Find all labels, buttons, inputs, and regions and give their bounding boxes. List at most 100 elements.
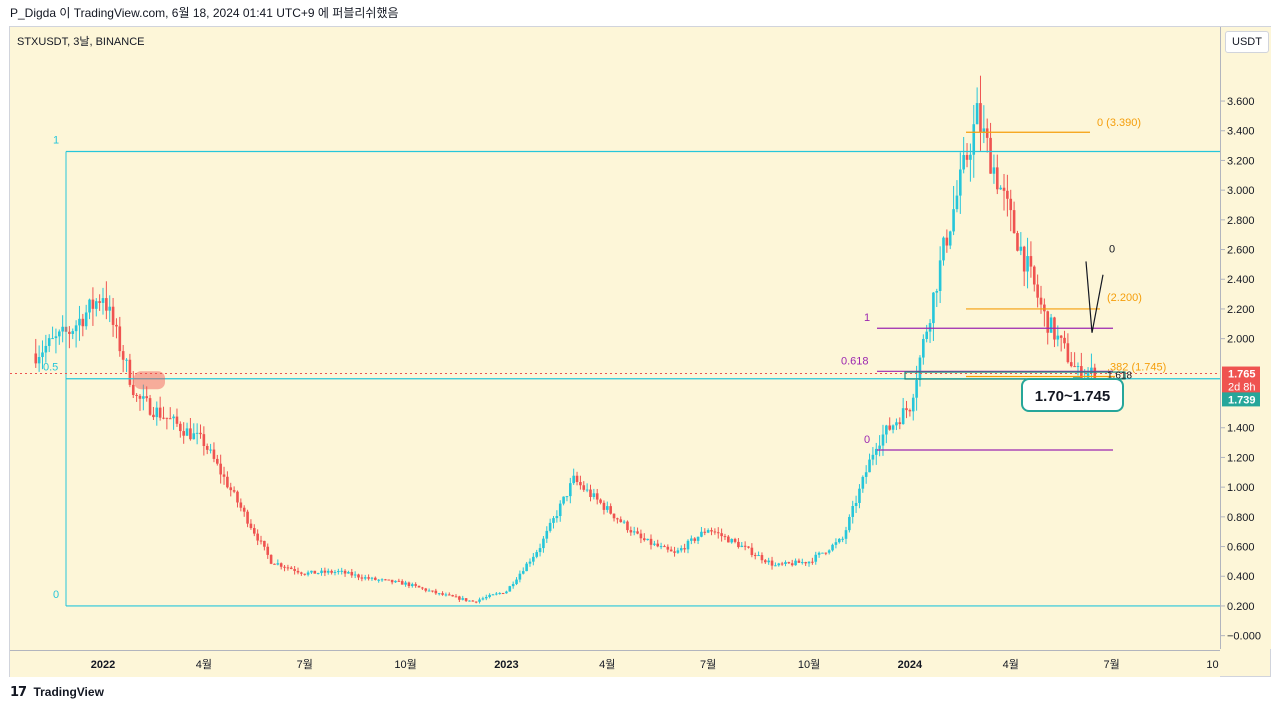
candle-body — [653, 543, 656, 545]
candle-body — [837, 538, 841, 543]
candle-body — [363, 577, 367, 579]
fib-large-label: 0 — [53, 589, 59, 601]
time-axis[interactable]: 2022 4월 7월 10월 2023 4월 7월 10월 2024 4월 7월 10 — [10, 650, 1220, 677]
candle-body — [447, 594, 451, 596]
candle-body — [925, 331, 928, 339]
candle-body — [390, 579, 394, 583]
candle-body — [488, 594, 491, 597]
candle-body — [938, 260, 942, 292]
candle-body — [91, 299, 95, 309]
marker-price-badge — [1222, 392, 1260, 407]
fib-small-label: 1.618 — [1107, 371, 1132, 382]
candle-body — [387, 579, 391, 581]
candle-body — [804, 562, 807, 564]
last-price-badge — [1222, 366, 1260, 395]
candle-body — [690, 538, 693, 541]
candle-body — [878, 445, 881, 449]
candle-body — [626, 521, 629, 531]
candle-body — [310, 570, 313, 573]
candle-body — [437, 593, 441, 595]
candle-body — [562, 496, 565, 504]
candle-body — [474, 601, 478, 603]
symbol-label[interactable]: STXUSDT, 3날, BINANCE — [17, 36, 145, 48]
candle-body — [794, 560, 797, 566]
candle-body — [320, 570, 323, 574]
candle-body — [989, 137, 992, 174]
candle-body — [407, 582, 411, 587]
candle-body — [1022, 246, 1026, 272]
candle-body — [330, 570, 333, 573]
time-tick-label: 4월 — [196, 658, 212, 671]
price-tick-label: 2.400 — [1227, 274, 1255, 286]
pattern-lines — [1085, 261, 1104, 333]
candle-body — [508, 586, 512, 592]
candle-body — [1056, 335, 1060, 340]
highlight-zone — [134, 371, 165, 390]
candle-body — [296, 570, 300, 573]
candle-body — [915, 380, 918, 398]
candle-body — [542, 538, 545, 549]
candle-body — [646, 538, 649, 541]
tradingview-logo[interactable]: 𝟭𝟳 TradingView — [10, 684, 104, 700]
candle-body — [411, 584, 414, 587]
candle-body — [955, 195, 959, 210]
candle-body — [602, 502, 606, 510]
candle-body — [115, 324, 118, 327]
candle-body — [703, 531, 707, 533]
candle-body — [172, 416, 175, 419]
candle-body — [790, 563, 794, 566]
candle-body — [68, 331, 71, 334]
candle-body — [532, 556, 535, 562]
price-axis[interactable]: 3.600 3.400 3.200 3.000 2.800 2.600 2.400 2.200… — [1220, 27, 1271, 672]
candle-body — [495, 593, 498, 595]
pattern-label: 0 — [1109, 244, 1115, 256]
candle-body — [484, 596, 488, 599]
candle-body — [1026, 256, 1029, 272]
time-tick-label: 10월 — [394, 658, 416, 671]
candle-body — [182, 431, 185, 436]
plot-area[interactable]: 1 0.5 0 0 (3.390) (2.200) .382 (1.745) 1 0.618 0… — [10, 27, 1220, 649]
candle-body — [851, 506, 855, 517]
candle-body — [152, 414, 155, 418]
candle-body — [575, 475, 579, 483]
candle-body — [1049, 317, 1053, 333]
candle-body — [421, 587, 424, 589]
candle-body — [740, 545, 744, 548]
candle-body — [1029, 256, 1033, 267]
candle-body — [179, 423, 182, 432]
candle-body — [289, 567, 293, 570]
candle-body — [306, 572, 310, 575]
currency-badge[interactable]: USDT — [1225, 31, 1269, 53]
candle-body — [414, 584, 417, 586]
candle-body — [441, 593, 444, 595]
candle-body — [932, 292, 935, 324]
candle-body — [679, 548, 683, 551]
candle-body — [1093, 367, 1097, 382]
candle-body — [659, 546, 663, 548]
candle-body — [148, 398, 152, 415]
candle-body — [632, 531, 636, 533]
candle-body — [300, 572, 303, 574]
candle-body — [834, 542, 838, 545]
candle-body — [817, 552, 821, 555]
candle-body — [922, 338, 925, 358]
candle-body — [730, 538, 733, 543]
candle-body — [885, 425, 888, 435]
candle-body — [279, 563, 283, 567]
price-tick-label: 0.600 — [1227, 542, 1255, 554]
time-tick-label: 7월 — [1103, 658, 1119, 671]
candle-body — [303, 573, 307, 575]
candle-body — [545, 530, 549, 539]
candle-body — [1066, 343, 1070, 363]
candle-body — [451, 595, 454, 597]
time-tick-label: 4월 — [1003, 658, 1019, 671]
candle-body — [1086, 373, 1090, 379]
candle-body — [1012, 210, 1016, 234]
price-tick-label: 1.400 — [1227, 423, 1255, 435]
candle-body — [394, 580, 397, 583]
candle-body — [259, 540, 263, 542]
candle-body — [131, 384, 135, 395]
candle-body — [844, 530, 848, 539]
candle-body — [283, 566, 286, 568]
candle-body — [286, 567, 290, 569]
